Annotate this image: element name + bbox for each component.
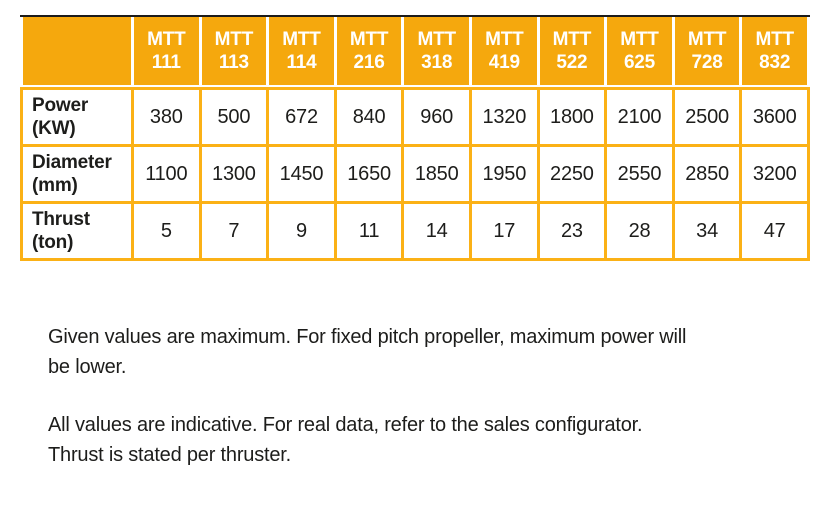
note-line: Given values are maximum. For fixed pitc…	[48, 326, 687, 348]
row-label-thrust: Thrust (ton)	[23, 204, 131, 258]
model-number: 625	[623, 52, 656, 73]
col-header-mtt-318: MTT 318	[404, 17, 469, 85]
value-cell: 11	[336, 204, 402, 258]
model-number: 832	[759, 52, 791, 73]
value-cell: 960	[404, 90, 469, 144]
model-number: 522	[556, 52, 588, 73]
value-cell: 840	[336, 90, 402, 144]
model-number: 114	[286, 52, 317, 73]
value-cell: 5	[134, 204, 199, 258]
table-top-rule	[20, 15, 810, 17]
row-label-text: Diameter	[32, 152, 112, 173]
value-cell: 2850	[674, 147, 740, 201]
value-cell: 34	[674, 204, 740, 258]
model-prefix: MTT	[349, 29, 389, 50]
row-label-diameter: Diameter (mm)	[23, 147, 131, 201]
value-cell: 9	[269, 204, 334, 258]
table-body: Power (KW) 380 500 672 840 960 1320 1800…	[20, 87, 810, 261]
row-label-text: Power	[32, 95, 89, 116]
value-cell: 672	[269, 90, 334, 144]
col-header-mtt-113: MTT 113	[201, 17, 267, 85]
value-cell: 28	[607, 204, 672, 258]
value-cell: 47	[742, 204, 807, 258]
col-header-mtt-522: MTT 522	[539, 17, 605, 85]
row-unit-text: (KW)	[32, 118, 76, 139]
col-header-mtt-216: MTT 216	[336, 17, 402, 85]
model-prefix: MTT	[417, 29, 456, 50]
note-line: All values are indicative. For real data…	[48, 414, 643, 436]
value-cell: 1950	[471, 147, 537, 201]
model-prefix: MTT	[214, 29, 254, 50]
value-cell: 7	[201, 204, 267, 258]
model-number: 113	[218, 52, 249, 73]
value-cell: 1650	[336, 147, 402, 201]
model-prefix: MTT	[620, 29, 659, 50]
row-unit-text: (mm)	[32, 175, 78, 196]
model-number: 216	[353, 52, 385, 73]
note-line: Thrust is stated per thruster.	[48, 444, 291, 466]
col-header-mtt-114: MTT 114	[269, 17, 334, 85]
row-label-text: Thrust	[32, 209, 90, 230]
note-indicative-values: All values are indicative. For real data…	[48, 410, 790, 470]
col-header-mtt-832: MTT 832	[742, 17, 807, 85]
model-number: 419	[488, 52, 520, 73]
row-unit-text: (ton)	[32, 232, 74, 253]
value-cell: 1850	[404, 147, 469, 201]
value-cell: 23	[539, 204, 605, 258]
value-cell: 2500	[674, 90, 740, 144]
model-number: 728	[691, 52, 723, 73]
value-cell: 1300	[201, 147, 267, 201]
model-prefix: MTT	[687, 29, 727, 50]
model-number: 111	[151, 52, 181, 73]
value-cell: 14	[404, 204, 469, 258]
col-header-mtt-728: MTT 728	[674, 17, 740, 85]
model-number: 318	[421, 52, 453, 73]
col-header-mtt-419: MTT 419	[471, 17, 537, 85]
value-cell: 1320	[471, 90, 537, 144]
value-cell: 3200	[742, 147, 807, 201]
model-prefix: MTT	[755, 29, 794, 50]
page: MTT 111 MTT 113 MTT 114 MTT 216 MTT 318 …	[0, 15, 830, 522]
spec-table: MTT 111 MTT 113 MTT 114 MTT 216 MTT 318 …	[20, 15, 810, 261]
header-corner-cell	[23, 17, 131, 85]
value-cell: 500	[201, 90, 267, 144]
model-prefix: MTT	[552, 29, 592, 50]
value-cell: 17	[471, 204, 537, 258]
value-cell: 3600	[742, 90, 807, 144]
col-header-mtt-625: MTT 625	[607, 17, 672, 85]
row-label-power: Power (KW)	[23, 90, 131, 144]
model-prefix: MTT	[282, 29, 321, 50]
value-cell: 1800	[539, 90, 605, 144]
note-maximum-values: Given values are maximum. For fixed pitc…	[48, 322, 790, 382]
value-cell: 1450	[269, 147, 334, 201]
value-cell: 2100	[607, 90, 672, 144]
col-header-mtt-111: MTT 111	[134, 17, 199, 85]
model-prefix: MTT	[147, 29, 186, 50]
table-header-row: MTT 111 MTT 113 MTT 114 MTT 216 MTT 318 …	[20, 17, 810, 85]
value-cell: 2250	[539, 147, 605, 201]
model-prefix: MTT	[485, 29, 524, 50]
value-cell: 1100	[134, 147, 199, 201]
notes-section: Given values are maximum. For fixed pitc…	[48, 322, 790, 470]
value-cell: 380	[134, 90, 199, 144]
value-cell: 2550	[607, 147, 672, 201]
note-line: be lower.	[48, 356, 127, 378]
